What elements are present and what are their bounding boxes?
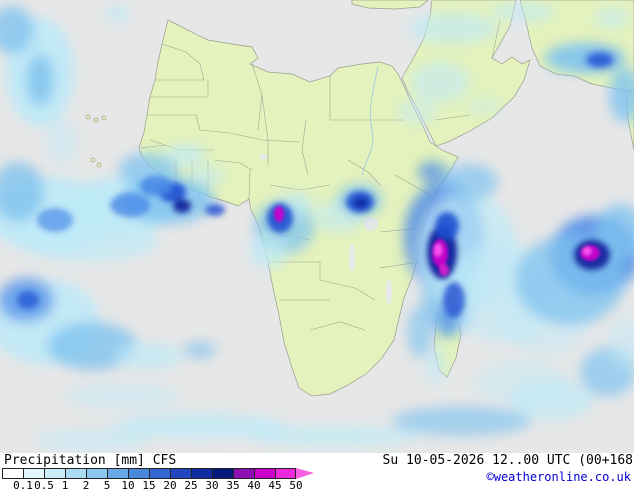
water-features (259, 65, 392, 305)
canary-island (101, 115, 107, 121)
scale-tick: 20 (163, 479, 177, 490)
cape-verde-island (90, 157, 96, 163)
footer-bar: Precipitation [mm] CFS Su 10-05-2026 12.… (0, 453, 634, 490)
scale-tick: 5 (103, 479, 111, 490)
copyright-link[interactable]: ©weatheronline.co.uk (486, 470, 632, 484)
lake-chad (259, 154, 267, 160)
canary-island (85, 114, 91, 120)
scale-tick: 0.1 (13, 479, 33, 490)
scale-segment (233, 468, 254, 479)
africa-map-svg (0, 0, 634, 453)
scale-segment (128, 468, 149, 479)
scale-segment (107, 468, 128, 479)
scale-tick: 30 (205, 479, 219, 490)
lake-tanganyika (349, 244, 355, 272)
color-scale (2, 468, 314, 479)
nile-river (361, 65, 379, 176)
scale-segment (170, 468, 191, 479)
scale-segment (2, 468, 23, 479)
scale-segment (275, 468, 296, 479)
precipitation-map (0, 0, 634, 453)
scale-segment (44, 468, 65, 479)
scale-tick: 50 (289, 479, 303, 490)
scale-segment (86, 468, 107, 479)
cape-verde-island (96, 162, 102, 168)
scale-tick: 2 (82, 479, 90, 490)
scale-segment (212, 468, 233, 479)
scale-tick-labels: 0.1 0.5 1 2 5 10 15 20 25 30 35 40 45 50 (2, 479, 342, 490)
scale-segment (191, 468, 212, 479)
scale-segment (65, 468, 86, 479)
scale-tick: 15 (142, 479, 156, 490)
map-title: Precipitation [mm] CFS (4, 453, 177, 468)
scale-tick: 45 (268, 479, 282, 490)
scale-tick: 0.5 (34, 479, 54, 490)
forecast-datetime: Su 10-05-2026 12..00 UTC (00+168 (382, 453, 633, 468)
scale-tick: 25 (184, 479, 198, 490)
scale-tick: 10 (121, 479, 135, 490)
lake-victoria (364, 217, 378, 231)
scale-segment (254, 468, 275, 479)
scale-segment (149, 468, 170, 479)
precip-intense-layer (274, 206, 600, 276)
scale-tick: 1 (61, 479, 69, 490)
canary-island (93, 117, 99, 123)
scale-segment (23, 468, 44, 479)
scale-arrow (296, 468, 314, 479)
scale-tick: 40 (247, 479, 261, 490)
turkey-strip (351, 0, 429, 10)
lake-malawi (386, 279, 392, 305)
scale-tick: 35 (226, 479, 240, 490)
